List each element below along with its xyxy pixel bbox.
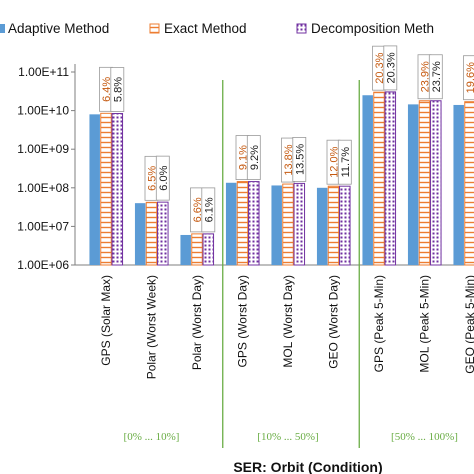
bar-decomposition <box>111 113 124 266</box>
percent-label: 20.3% <box>385 52 397 83</box>
percent-label: 13.8% <box>283 144 295 175</box>
category-label: Polar (Worst Day) <box>190 275 204 370</box>
percent-label-box <box>110 67 125 112</box>
percent-label-box <box>463 55 474 101</box>
bar-adaptive <box>316 187 328 265</box>
bar-exact <box>100 112 112 266</box>
y-tick-label: 1.00E+10 <box>17 104 69 118</box>
category-label: GEO (Worst Day) <box>327 275 341 369</box>
bar-adaptive <box>407 104 419 266</box>
x-axis-title: SER: Orbit (Condition) <box>233 459 382 474</box>
legend-swatch-adaptive <box>0 24 5 33</box>
legend-label-decomposition: Decomposition Meth <box>311 21 434 36</box>
legend: Adaptive Method Exact Method Decompositi… <box>0 21 434 36</box>
bar-decomposition <box>339 185 351 266</box>
bar-decomposition <box>202 233 215 266</box>
y-tick-label: 1.00E+07 <box>17 219 69 233</box>
bar-decomposition <box>430 100 442 266</box>
bar-decomposition <box>384 91 397 266</box>
percent-label-box <box>337 139 352 185</box>
bar-percent-labels: 6.4% 5.8% 6.5% 6.0% 6.6% 6.1% 9.1% 9.2% 13.8% 13.… <box>99 45 474 233</box>
group-label: [0% ... 10%] <box>124 431 180 443</box>
category-labels: GPS (Solar Max) Polar (Worst Week) Polar (… <box>99 275 474 379</box>
percent-label: 6.6% <box>192 197 204 222</box>
percent-label: 6.4% <box>101 77 113 102</box>
percent-label: 13.5% <box>294 144 306 175</box>
percent-label: 6.1% <box>203 197 215 222</box>
bar-exact <box>373 91 385 266</box>
bar-decomposition <box>248 181 260 266</box>
group-labels: [0% ... 10%] [10% ... 50%] [50% ... 100%] <box>124 431 458 443</box>
group-label: [50% ... 100%] <box>391 431 458 443</box>
category-label: MOL (Worst Day) <box>281 275 295 368</box>
legend-label-exact: Exact Method <box>164 21 247 36</box>
percent-label: 9.1% <box>238 145 250 170</box>
percent-label: 11.7% <box>340 147 352 178</box>
percent-label: 23.9% <box>420 61 432 92</box>
bar-exact <box>236 181 249 266</box>
category-label: MOL (Peak 5-Min) <box>418 275 432 373</box>
bar-adaptive <box>180 234 191 265</box>
bar-exact <box>464 101 474 266</box>
percent-label: 9.2% <box>249 145 261 170</box>
percent-label: 23.7% <box>431 61 443 92</box>
category-label: GPS (Peak 5-Min) <box>372 275 386 372</box>
percent-label: 6.0% <box>158 165 170 190</box>
percent-label: 20.3% <box>374 52 386 83</box>
y-tick-label: 1.00E+11 <box>18 65 69 79</box>
percent-label: 5.8% <box>112 77 124 102</box>
bar-exact <box>327 185 340 266</box>
percent-label-box <box>428 54 443 100</box>
category-label: GPS (Worst Day) <box>236 275 250 367</box>
percent-label-box <box>155 155 170 201</box>
bar-exact <box>145 201 158 266</box>
y-tick-label: 1.00E+08 <box>17 181 69 195</box>
bar-decomposition <box>293 182 306 266</box>
y-tick-label: 1.00E+06 <box>17 258 69 272</box>
category-label: Polar (Worst Week) <box>145 275 159 379</box>
bar-adaptive <box>271 185 282 265</box>
percent-label-box <box>383 45 398 91</box>
bar-adaptive <box>453 104 464 265</box>
category-label: GPS (Solar Max) <box>99 275 113 366</box>
y-tick-label: 1.00E+09 <box>17 142 69 156</box>
percent-label-box <box>246 135 261 180</box>
legend-swatch-exact <box>149 23 160 34</box>
percent-label-box <box>201 187 216 233</box>
bar-adaptive <box>89 114 100 265</box>
percent-label-box <box>292 137 307 182</box>
percent-label: 12.0% <box>329 146 341 177</box>
percent-label: 19.6% <box>465 62 474 93</box>
bar-decomposition <box>157 201 169 266</box>
group-separators <box>222 80 360 448</box>
bar-exact <box>191 233 203 266</box>
category-label: GEO (Peak 5-Min) <box>463 275 474 374</box>
bar-exact <box>418 100 431 266</box>
percent-label: 6.5% <box>147 166 159 191</box>
legend-swatch-decomposition <box>296 23 307 34</box>
bars <box>89 91 474 266</box>
bar-adaptive <box>362 95 373 265</box>
legend-label-adaptive: Adaptive Method <box>8 21 109 36</box>
bar-adaptive <box>225 182 237 265</box>
bar-exact <box>282 183 294 266</box>
bar-adaptive <box>134 203 146 265</box>
group-label: [10% ... 50%] <box>257 431 318 443</box>
